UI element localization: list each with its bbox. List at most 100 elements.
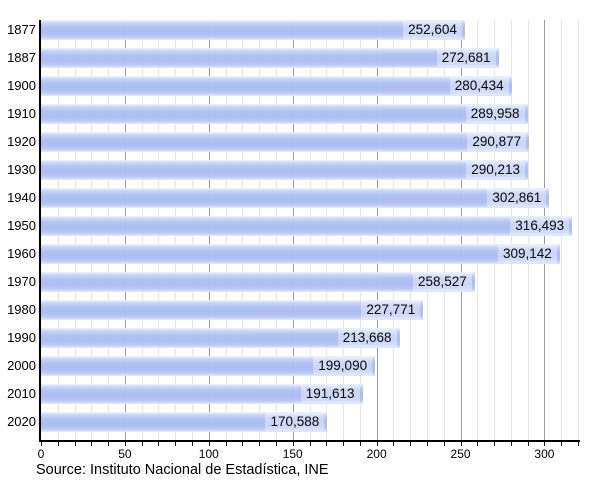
x-tick	[578, 442, 579, 446]
year-label-1940: 1940	[7, 190, 36, 205]
y-axis-line	[39, 20, 41, 440]
bar-value-label: 289,958	[465, 105, 525, 123]
year-label-2020: 2020	[7, 414, 36, 429]
x-tick	[41, 442, 42, 446]
x-tick	[276, 442, 277, 446]
x-tick-label-150: 150	[282, 447, 303, 461]
x-tick	[192, 442, 193, 446]
x-tick	[158, 442, 159, 446]
x-tick-label-250: 250	[450, 447, 471, 461]
x-tick	[75, 442, 76, 446]
x-tick	[511, 442, 512, 446]
bar-row: 280,434	[41, 76, 578, 96]
x-tick-label-200: 200	[366, 447, 387, 461]
bar-value-label: 302,861	[487, 189, 547, 207]
bar-1900: 280,434	[41, 76, 512, 96]
x-tick	[209, 442, 210, 446]
bar-row: 258,527	[41, 272, 578, 292]
year-label-1960: 1960	[7, 246, 36, 261]
bar-row: 289,958	[41, 104, 578, 124]
x-tick	[544, 442, 545, 446]
bar-1970: 258,527	[41, 272, 475, 292]
bar-1930: 290,213	[41, 160, 528, 180]
bar-1877: 252,604	[41, 20, 465, 40]
x-axis-line	[39, 440, 580, 442]
x-tick	[226, 442, 227, 446]
bar-row: 227,771	[41, 300, 578, 320]
x-tick	[360, 442, 361, 446]
bar-row: 272,681	[41, 48, 578, 68]
x-tick	[393, 442, 394, 446]
bar-value-label: 272,681	[436, 49, 496, 67]
bar-row: 252,604	[41, 20, 578, 40]
year-label-1920: 1920	[7, 134, 36, 149]
x-tick	[326, 442, 327, 446]
x-tick	[377, 442, 378, 446]
x-tick	[293, 442, 294, 446]
bar-row: 199,090	[41, 356, 578, 376]
bar-value-label: 227,771	[361, 301, 421, 319]
bar-value-label: 258,527	[413, 273, 472, 291]
bar-value-label: 252,604	[403, 21, 462, 39]
bar-value-label: 309,142	[497, 245, 557, 263]
bar-row: 302,861	[41, 188, 578, 208]
x-tick	[108, 442, 109, 446]
year-label-1900: 1900	[7, 78, 36, 93]
x-tick	[142, 442, 143, 446]
year-label-1930: 1930	[7, 162, 36, 177]
x-tick	[125, 442, 126, 446]
x-tick-label-0: 0	[37, 447, 45, 461]
bar-1910: 289,958	[41, 104, 528, 124]
x-tick	[91, 442, 92, 446]
year-label-1887: 1887	[7, 50, 36, 65]
x-tick	[561, 442, 562, 446]
bar-row: 191,613	[41, 384, 578, 404]
plot-area: 252,604 272,681 280,434 289,958 290,877 290,2…	[41, 20, 579, 440]
year-label-1990: 1990	[7, 330, 36, 345]
bar-row: 309,142	[41, 244, 578, 264]
minor-gridline	[578, 20, 579, 440]
year-label-1980: 1980	[7, 302, 36, 317]
bar-2000: 199,090	[41, 356, 376, 376]
bar-row: 290,877	[41, 132, 578, 152]
x-tick	[461, 442, 462, 446]
source-caption: Source: Instituto Nacional de Estadístic…	[36, 462, 329, 478]
x-tick-label-50: 50	[118, 447, 132, 461]
bar-value-label: 280,434	[449, 77, 509, 95]
bar-value-label: 191,613	[300, 385, 360, 403]
year-label-1877: 1877	[7, 22, 36, 37]
x-tick	[259, 442, 260, 446]
bar-1940: 302,861	[41, 188, 550, 208]
x-tick	[310, 442, 311, 446]
bar-row: 170,588	[41, 412, 578, 432]
x-tick	[427, 442, 428, 446]
bar-1950: 316,493	[41, 216, 573, 236]
x-tick	[494, 442, 495, 446]
year-label-1950: 1950	[7, 218, 36, 233]
x-tick	[477, 442, 478, 446]
x-tick	[58, 442, 59, 446]
bar-value-label: 316,493	[510, 217, 570, 235]
year-label-2010: 2010	[7, 386, 36, 401]
bar-2020: 170,588	[41, 412, 328, 432]
x-tick	[410, 442, 411, 446]
x-tick-label-100: 100	[198, 447, 219, 461]
x-tick	[444, 442, 445, 446]
bar-value-label: 213,668	[337, 329, 397, 347]
x-tick	[528, 442, 529, 446]
bar-row: 213,668	[41, 328, 578, 348]
year-label-1910: 1910	[7, 106, 36, 121]
bar-1920: 290,877	[41, 132, 530, 152]
bar-row: 290,213	[41, 160, 578, 180]
bar-1960: 309,142	[41, 244, 560, 264]
bar-1990: 213,668	[41, 328, 400, 348]
x-tick	[175, 442, 176, 446]
bar-value-label: 290,877	[467, 133, 527, 151]
bar-value-label: 170,588	[265, 413, 325, 431]
bar-2010: 191,613	[41, 384, 363, 404]
year-label-1970: 1970	[7, 274, 36, 289]
bar-value-label: 290,213	[466, 161, 525, 179]
bar-1980: 227,771	[41, 300, 424, 320]
x-tick	[242, 442, 243, 446]
